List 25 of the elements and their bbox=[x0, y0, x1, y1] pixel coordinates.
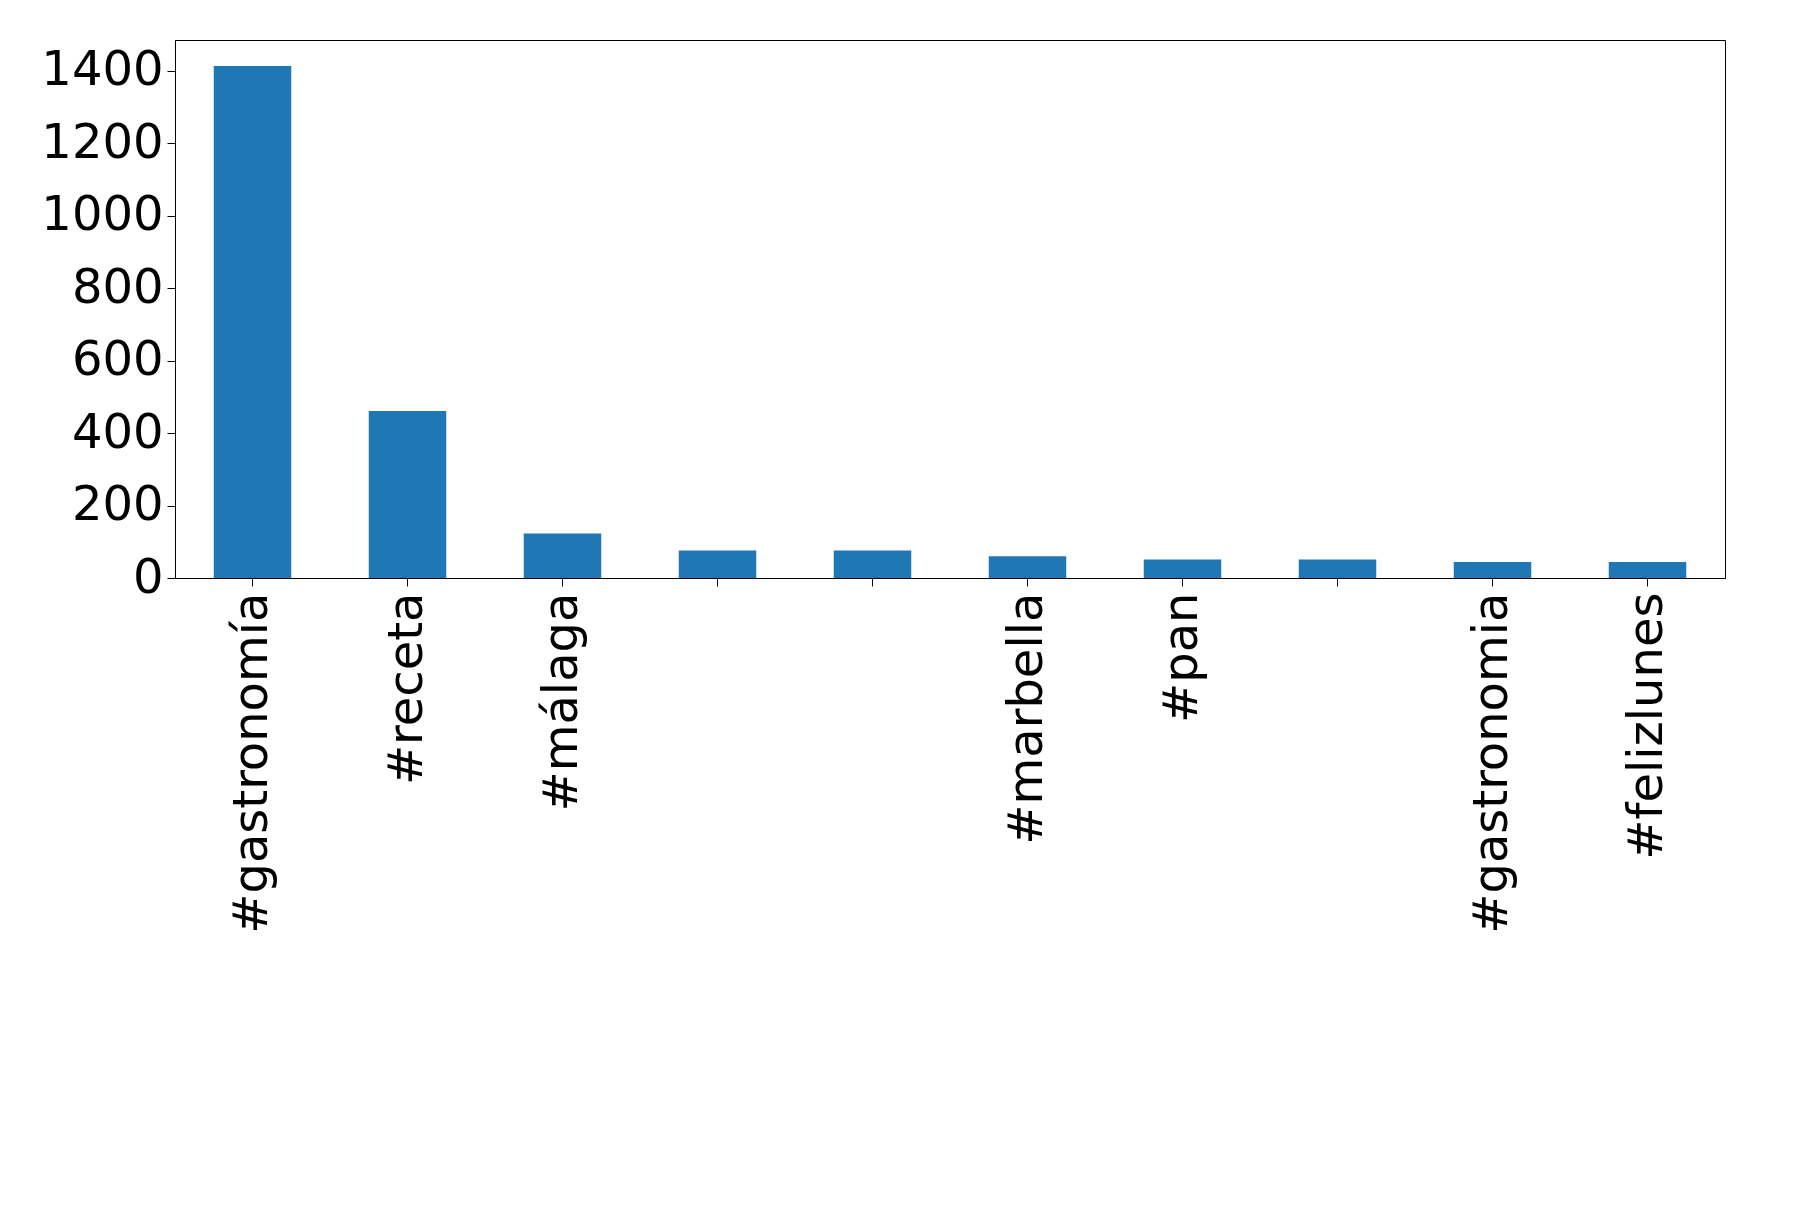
x-tick-label: #málaga bbox=[531, 592, 588, 812]
bar bbox=[1453, 562, 1532, 578]
bar bbox=[1298, 559, 1377, 578]
bar bbox=[213, 66, 292, 578]
y-tick-label: 1200 bbox=[41, 112, 164, 169]
y-tick-label: 200 bbox=[71, 475, 164, 532]
bar bbox=[1143, 559, 1222, 578]
bar bbox=[523, 533, 602, 578]
x-tick-label: #pan bbox=[1151, 592, 1208, 724]
x-tick-label: #felizlunes bbox=[1616, 592, 1673, 860]
bar bbox=[678, 550, 757, 578]
y-tick-label: 1000 bbox=[41, 185, 164, 242]
y-tick-label: 600 bbox=[71, 330, 164, 387]
y-tick-label: 0 bbox=[132, 547, 164, 604]
bar bbox=[1608, 562, 1687, 578]
y-tick-label: 800 bbox=[71, 257, 164, 314]
bar bbox=[368, 410, 447, 578]
bar bbox=[833, 550, 912, 578]
x-tick-label: #receta bbox=[376, 592, 433, 786]
x-tick-label: #marbella bbox=[996, 592, 1053, 845]
x-tick-label: #gastronomia bbox=[1461, 592, 1518, 934]
x-tick-label: #gastronomía bbox=[221, 592, 278, 934]
y-tick-label: 1400 bbox=[41, 40, 164, 97]
bar bbox=[988, 556, 1067, 578]
y-tick-label: 400 bbox=[71, 402, 164, 459]
